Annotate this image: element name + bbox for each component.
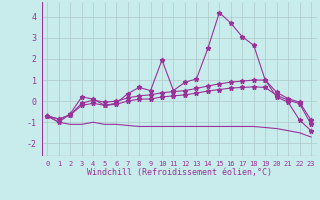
X-axis label: Windchill (Refroidissement éolien,°C): Windchill (Refroidissement éolien,°C) [87, 168, 272, 177]
